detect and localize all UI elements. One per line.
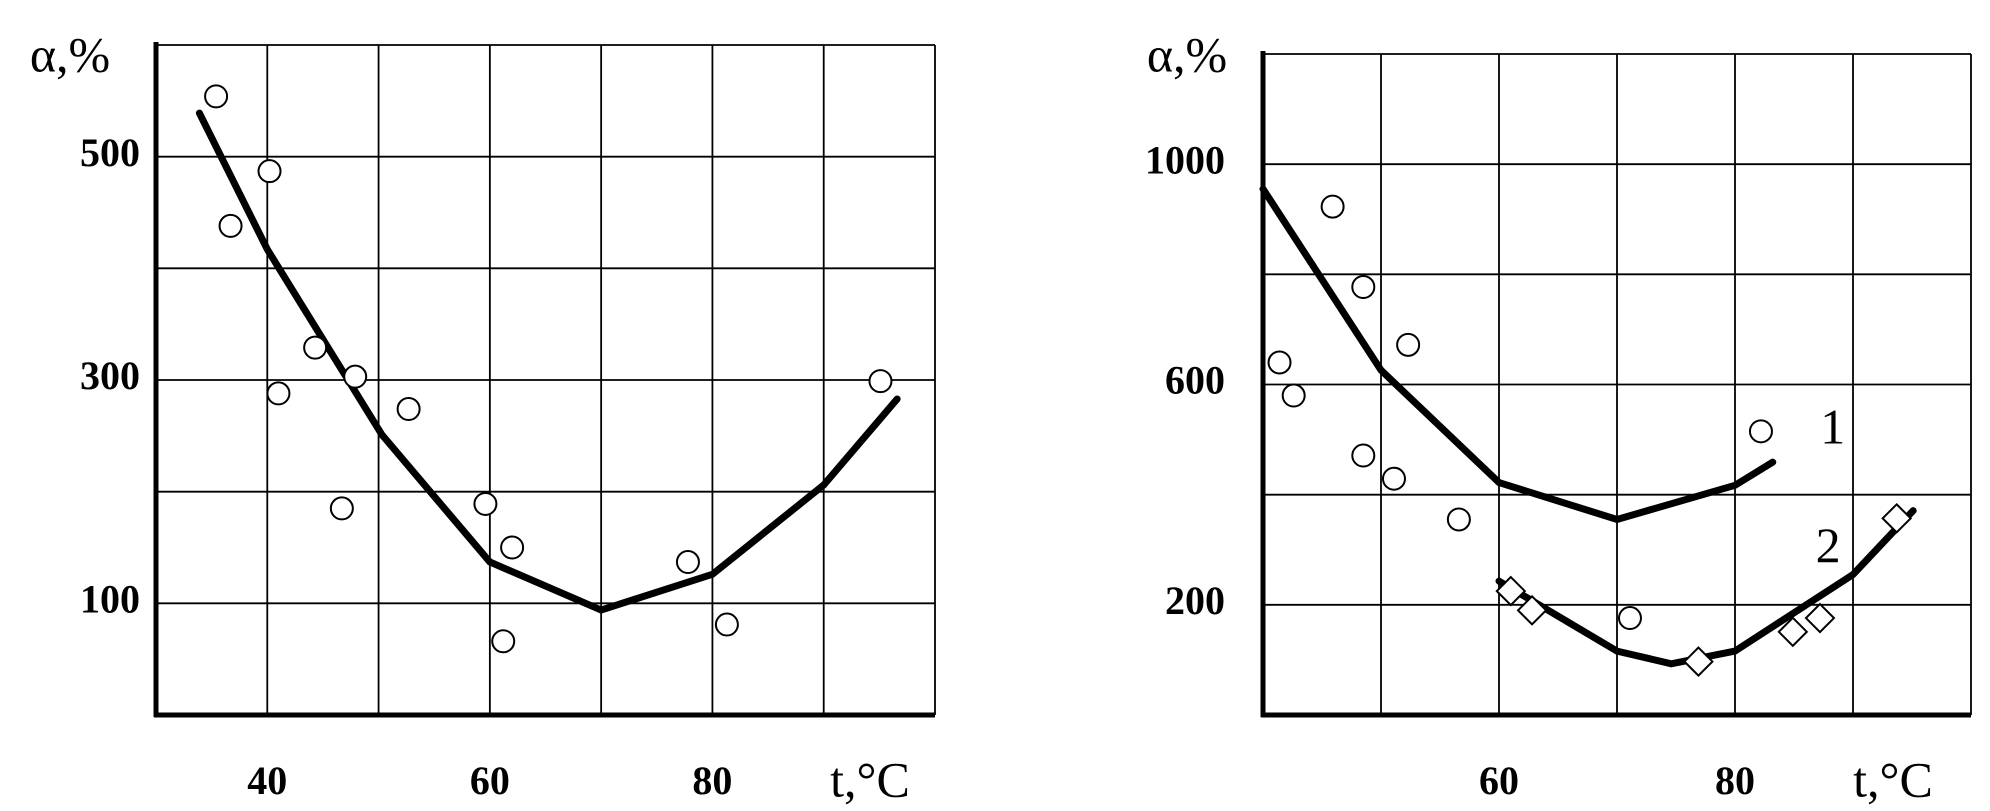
circle-point xyxy=(1396,332,1421,357)
circle-point xyxy=(1381,466,1406,491)
circle-point xyxy=(714,612,739,637)
x-tick-label: 60 xyxy=(470,758,510,803)
diamond-point xyxy=(1804,602,1836,634)
diamond-point xyxy=(1495,575,1527,607)
circle-point xyxy=(1281,383,1306,408)
circle-point xyxy=(500,535,525,560)
y-tick-label: 100 xyxy=(80,577,140,622)
circle-point xyxy=(1446,507,1471,532)
x-tick-label: 40 xyxy=(247,758,287,803)
circle-point xyxy=(257,159,282,184)
fit-curve xyxy=(195,109,901,614)
diamond-point xyxy=(1516,594,1548,626)
y-axis-label: α,% xyxy=(30,26,110,82)
fit-curve xyxy=(1495,507,1917,668)
circle-point xyxy=(473,491,498,516)
diamond-point xyxy=(1683,646,1714,677)
circle-point xyxy=(1351,443,1376,468)
diamond-point xyxy=(1777,616,1809,648)
circle-point xyxy=(329,496,354,521)
circle-point xyxy=(396,397,421,422)
circle-point xyxy=(1748,419,1773,444)
x-axis-label: t,°C xyxy=(830,751,910,807)
curve-label: 1 xyxy=(1820,399,1845,455)
diamond-point xyxy=(1881,502,1913,534)
circle-point xyxy=(675,550,700,575)
x-tick-label: 80 xyxy=(692,758,732,803)
x-tick-label: 80 xyxy=(1715,758,1755,803)
circle-point xyxy=(491,629,516,654)
y-tick-label: 1000 xyxy=(1145,137,1225,182)
y-tick-label: 600 xyxy=(1165,358,1225,403)
curve-label: 2 xyxy=(1816,517,1841,573)
circle-point xyxy=(303,335,328,360)
circle-point xyxy=(343,364,368,389)
circle-point xyxy=(1617,606,1642,631)
y-tick-label: 500 xyxy=(80,130,140,175)
circle-point xyxy=(204,84,229,109)
circle-point xyxy=(868,369,893,394)
x-axis-label: t,°C xyxy=(1853,751,1933,807)
y-tick-label: 300 xyxy=(80,353,140,398)
fit-curve xyxy=(1259,185,1777,524)
circle-point xyxy=(1320,194,1345,219)
circle-point xyxy=(1351,275,1376,300)
x-tick-label: 60 xyxy=(1479,758,1519,803)
y-tick-label: 200 xyxy=(1165,578,1225,623)
y-axis-label: α,% xyxy=(1147,26,1227,82)
circle-point xyxy=(218,213,243,238)
circle-point xyxy=(1267,350,1292,375)
circle-point xyxy=(266,381,291,406)
